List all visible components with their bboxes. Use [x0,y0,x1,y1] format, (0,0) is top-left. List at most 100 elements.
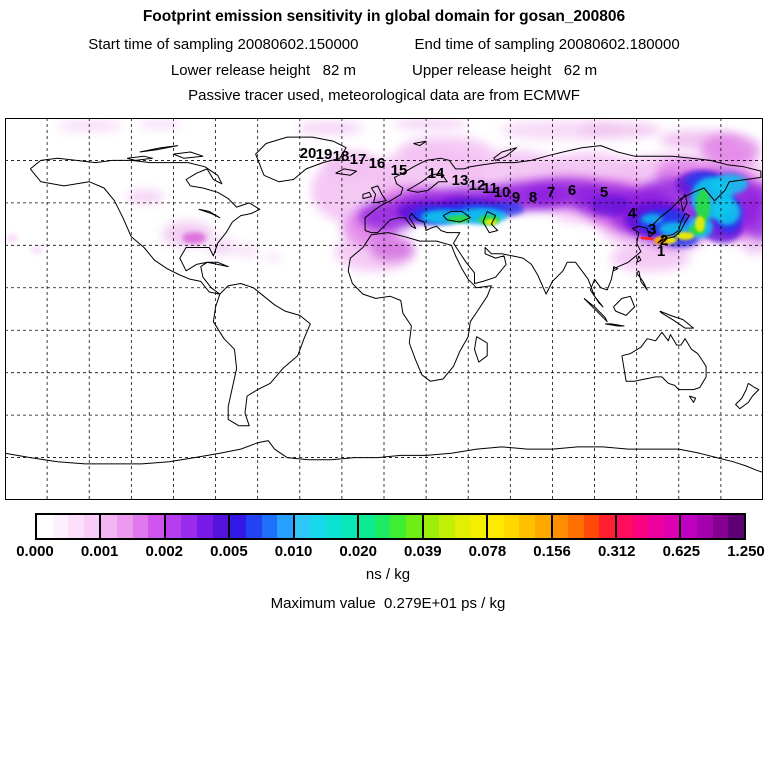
colorbar-cell [117,515,133,538]
plume-blob [590,195,630,215]
sampling-time-line: Start time of sampling 20080602.150000 E… [0,36,768,53]
colorbar-cell [68,515,84,538]
max-value-label: Maximum value 0.279E+01 ps / kg [270,595,506,612]
trajectory-day-label: 12 [469,177,486,194]
colorbar-cell [341,515,358,538]
plume-blob [578,122,662,138]
plume-blob [712,174,748,194]
coastline-path [735,382,760,410]
colorbar-cell [197,515,213,538]
colorbar-cell [696,515,713,538]
coastline-path [406,172,448,193]
coastline-path [29,157,261,295]
colorbar-tick-label: 0.005 [210,543,248,560]
coastline-path [657,213,690,244]
trajectory-day-label: 11 [482,180,498,197]
colorbar-tick-label: 1.250 [727,543,765,560]
coastline-path [688,395,697,403]
trajectory-day-label: 6 [568,182,576,199]
colorbar-cell [663,515,680,538]
plume-blob [138,119,182,129]
map-frame [5,118,763,500]
colorbar-cell [406,515,422,538]
coastline-path [139,145,179,153]
colorbar-cell [83,515,100,538]
plume-blob [30,246,44,254]
colorbar-cell [181,515,198,538]
colorbar [35,513,746,540]
coastline-path [335,168,358,176]
plume-blob [297,121,363,135]
colorbar-cell [245,515,262,538]
lower-height-label: Lower release height 82 m [170,62,356,79]
colorbar-cell [486,515,504,538]
colorbar-cell [583,515,600,538]
coastline-path [605,323,625,327]
colorbar-tick-label: 0.000 [16,543,54,560]
plume-blob [695,216,705,232]
trajectory-day-label: 15 [391,162,408,179]
plume-blob [206,239,238,255]
colorbar-cell [37,515,53,538]
colorbar-tick-label: 0.020 [339,543,377,560]
coastline-path [636,270,648,291]
release-site-marker [640,236,654,241]
trajectory-day-label: 7 [547,184,555,201]
coastline-path [680,193,688,212]
colorbar-cell [261,515,278,538]
plume-blob [399,136,491,166]
coastline-path [442,210,471,223]
coastline-path [207,261,229,268]
trajectory-day-label: 17 [350,151,367,168]
end-time-label: End time of sampling 20080602.180000 [414,36,680,53]
coastline-path [364,145,762,308]
coastline-path [659,310,694,329]
coastline-path [482,210,499,234]
colorbar-cell [470,515,487,538]
colorbar-cell [599,515,615,538]
coastline-path [636,255,642,263]
plume-blob [742,184,763,240]
coastline-path [621,331,707,391]
plume-blob [370,237,414,261]
colorbar-cell [712,515,729,538]
colorbar-tick-labels: 0.000 0.001 0.002 0.005 0.010 0.020 0.039 0.078… [0,543,768,561]
start-time-label: Start time of sampling 20080602.150000 [88,36,359,53]
plume-blob [392,118,468,130]
colorbar-cell [212,515,229,538]
tracer-line: Passive tracer used, meteorological data… [0,87,768,104]
coastline-path [362,191,372,200]
trajectory-day-label: 3 [648,221,656,238]
colorbar-cell [277,515,293,538]
colorbar-tick-label: 0.001 [80,543,119,560]
colorbar-cell [228,515,246,538]
coastline-path [255,136,347,183]
colorbar-cell [534,515,551,538]
coastline-path [347,232,492,382]
colorbar-tick-label: 0.312 [597,543,636,560]
colorbar-cell [325,515,342,538]
plume-blob [714,199,740,225]
trajectory-day-label: 5 [600,184,608,201]
colorbar-cell [163,515,182,538]
plume-blob [610,244,690,272]
colorbar-tick-label: 0.010 [274,543,313,560]
trajectory-day-label: 14 [428,165,445,182]
colorbar-cell [454,515,471,538]
colorbar-cell [390,515,407,538]
tracer-label: Passive tracer used, meteorological data… [188,87,580,104]
colorbar-cell [519,515,535,538]
trajectory-day-label: 9 [512,189,520,206]
coastline-path [5,440,763,473]
coastline-path [126,155,153,161]
trajectory-day-label: 2 [660,232,668,249]
colorbar-cell [357,515,375,538]
plume-blob [126,190,164,204]
colorbar-cell [310,515,326,538]
colorbar-cell [632,515,649,538]
trajectory-day-label: 4 [628,205,637,222]
coastline-path [474,336,488,363]
release-height-line: Lower release height 82 m Upper release … [0,62,768,79]
